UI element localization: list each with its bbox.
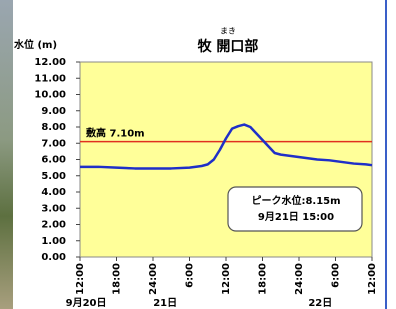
y-tick-label: 1.00 (41, 236, 66, 247)
y-tick-label: 2.00 (41, 220, 66, 231)
chart-title: 牧 開口部 (198, 38, 259, 55)
title-ruby: まき (220, 27, 236, 36)
y-axis-label: 水位 (m) (13, 38, 57, 51)
y-tick-label: 7.00 (41, 138, 66, 149)
chart: まき 牧 開口部 水位 (m) 0.00 1.00 2.00 3.00 4.00 5.00… (0, 0, 396, 309)
y-tick-label: 3.00 (41, 203, 66, 214)
y-tick-label: 11.00 (34, 73, 66, 84)
y-tick-label: 10.00 (34, 90, 66, 101)
y-tick-label: 5.00 (41, 171, 66, 182)
x-tick-label: 12:00 (367, 263, 378, 295)
x-tick-label: 18:00 (258, 263, 269, 295)
x-tick-label: 24:00 (294, 263, 305, 295)
y-tick-label: 9.00 (41, 106, 66, 117)
reference-label: 敷高 7.10m (86, 127, 145, 140)
y-tick-label: 4.00 (41, 187, 66, 198)
background-photo (0, 0, 13, 309)
y-tick-label: 0.00 (41, 252, 66, 263)
y-tick-label: 12.00 (34, 57, 66, 68)
x-tick-label: 12:00 (221, 263, 232, 295)
y-tick-label: 8.00 (41, 122, 66, 133)
x-tick-label: 6:00 (185, 263, 196, 288)
x-tick-label: 18:00 (112, 263, 123, 295)
x-tick-label: 6:00 (331, 263, 342, 288)
annotation-text: 9月21日 15:00 (258, 211, 334, 223)
annotation-text: ピーク水位:8.15m (251, 194, 340, 207)
date-label: 21日 (153, 297, 177, 309)
annotation-box (228, 187, 362, 231)
date-label: 9月20日 (66, 297, 107, 309)
x-tick-label: 24:00 (148, 263, 159, 295)
y-tick-label: 6.00 (41, 155, 66, 166)
x-tick-label: 12:00 (75, 263, 86, 295)
date-label: 22日 (308, 297, 332, 309)
